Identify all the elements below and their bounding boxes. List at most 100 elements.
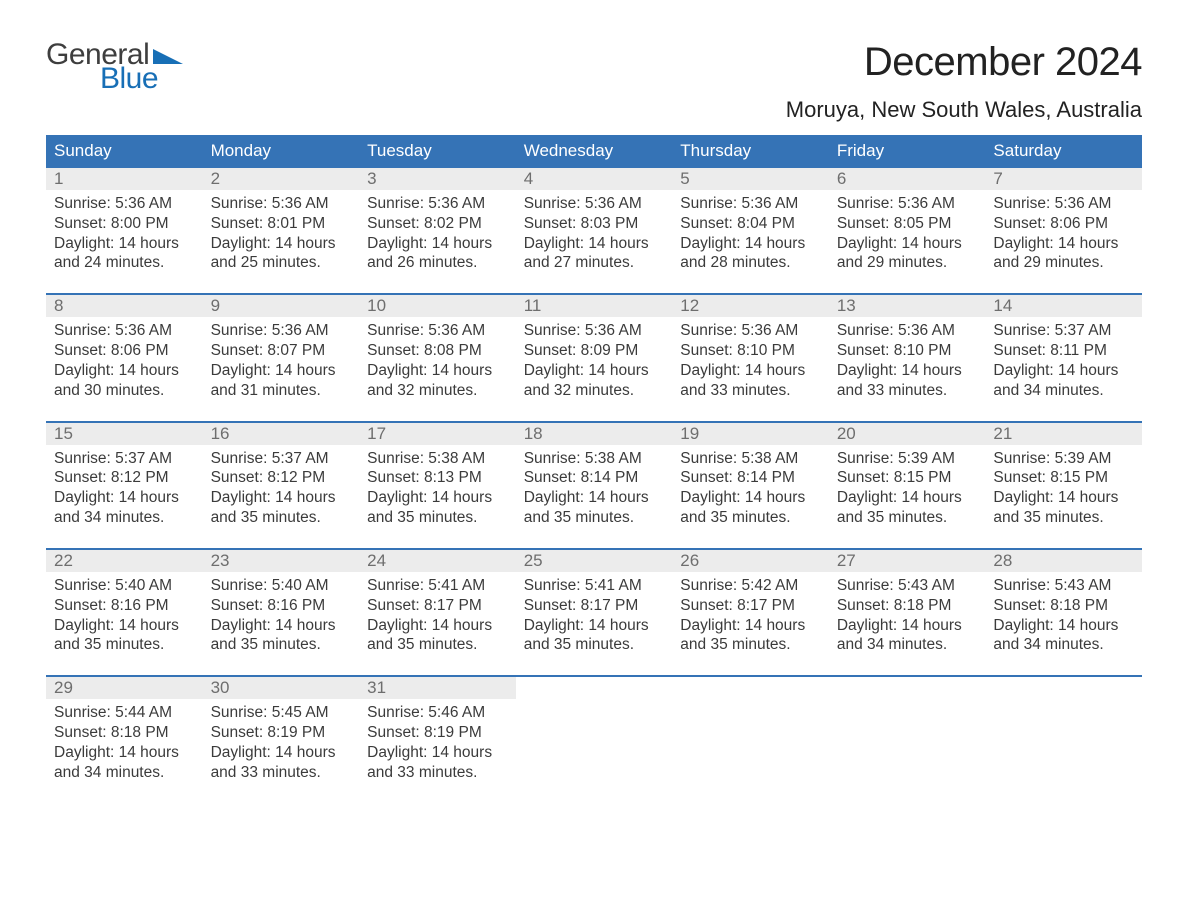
day-details: Sunrise: 5:36 AMSunset: 8:09 PMDaylight:… (524, 321, 665, 400)
day-number: 1 (46, 168, 203, 190)
day-details: Sunrise: 5:38 AMSunset: 8:13 PMDaylight:… (367, 449, 508, 528)
calendar-week: 8Sunrise: 5:36 AMSunset: 8:06 PMDaylight… (46, 293, 1142, 406)
day-number: 4 (516, 168, 673, 190)
weekday-header: Thursday (672, 135, 829, 168)
location-subtitle: Moruya, New South Wales, Australia (786, 97, 1142, 123)
day-number: 9 (203, 295, 360, 317)
weekday-header: Sunday (46, 135, 203, 168)
day-number: 30 (203, 677, 360, 699)
weekday-header: Wednesday (516, 135, 673, 168)
day-number: 16 (203, 423, 360, 445)
calendar: SundayMondayTuesdayWednesdayThursdayFrid… (46, 135, 1142, 789)
day-details: Sunrise: 5:38 AMSunset: 8:14 PMDaylight:… (680, 449, 821, 528)
day-number: 14 (985, 295, 1142, 317)
day-details: Sunrise: 5:46 AMSunset: 8:19 PMDaylight:… (367, 703, 508, 782)
calendar-day: 29 Sunrise: 5:44 AMSunset: 8:18 PMDayligh… (46, 677, 203, 788)
calendar-day: 23 Sunrise: 5:40 AMSunset: 8:16 PMDayligh… (203, 550, 360, 661)
calendar-day: 12Sunrise: 5:36 AMSunset: 8:10 PMDayligh… (672, 295, 829, 406)
day-details: Sunrise: 5:36 AMSunset: 8:06 PMDaylight:… (993, 194, 1134, 273)
calendar-week: 15Sunrise: 5:37 AMSunset: 8:12 PMDayligh… (46, 421, 1142, 534)
day-details: Sunrise: 5:36 AMSunset: 8:10 PMDaylight:… (837, 321, 978, 400)
calendar-day: . (985, 677, 1142, 788)
weekday-header: Saturday (985, 135, 1142, 168)
calendar-day: 7 Sunrise: 5:36 AMSunset: 8:06 PMDaylight… (985, 168, 1142, 279)
day-number: 25 (516, 550, 673, 572)
day-details: Sunrise: 5:36 AMSunset: 8:07 PMDaylight:… (211, 321, 352, 400)
day-number: 18 (516, 423, 673, 445)
calendar-week: 1 Sunrise: 5:36 AMSunset: 8:00 PMDaylight… (46, 168, 1142, 279)
day-number: 31 (359, 677, 516, 699)
day-details: Sunrise: 5:43 AMSunset: 8:18 PMDaylight:… (837, 576, 978, 655)
day-number: 27 (829, 550, 986, 572)
calendar-day: 18 Sunrise: 5:38 AMSunset: 8:14 PMDayligh… (516, 423, 673, 534)
calendar-day: 17Sunrise: 5:38 AMSunset: 8:13 PMDayligh… (359, 423, 516, 534)
calendar-day: 24 Sunrise: 5:41 AMSunset: 8:17 PMDayligh… (359, 550, 516, 661)
logo: General Blue (46, 40, 183, 94)
calendar-day: 5Sunrise: 5:36 AMSunset: 8:04 PMDaylight… (672, 168, 829, 279)
day-number: 8 (46, 295, 203, 317)
calendar-day: 6Sunrise: 5:36 AMSunset: 8:05 PMDaylight… (829, 168, 986, 279)
day-details: Sunrise: 5:41 AMSunset: 8:17 PMDaylight:… (367, 576, 508, 655)
calendar-day: . (829, 677, 986, 788)
calendar-day: . (672, 677, 829, 788)
day-number: 7 (985, 168, 1142, 190)
day-number: 10 (359, 295, 516, 317)
calendar-day: 13 Sunrise: 5:36 AMSunset: 8:10 PMDayligh… (829, 295, 986, 406)
day-details: Sunrise: 5:39 AMSunset: 8:15 PMDaylight:… (837, 449, 978, 528)
calendar-day: 16Sunrise: 5:37 AMSunset: 8:12 PMDayligh… (203, 423, 360, 534)
calendar-day: 14 Sunrise: 5:37 AMSunset: 8:11 PMDayligh… (985, 295, 1142, 406)
day-details: Sunrise: 5:45 AMSunset: 8:19 PMDaylight:… (211, 703, 352, 782)
calendar-day: 4 Sunrise: 5:36 AMSunset: 8:03 PMDaylight… (516, 168, 673, 279)
day-number: 19 (672, 423, 829, 445)
calendar-day: 3 Sunrise: 5:36 AMSunset: 8:02 PMDaylight… (359, 168, 516, 279)
day-number: 24 (359, 550, 516, 572)
day-details: Sunrise: 5:36 AMSunset: 8:02 PMDaylight:… (367, 194, 508, 273)
calendar-day: 27 Sunrise: 5:43 AMSunset: 8:18 PMDayligh… (829, 550, 986, 661)
day-number: 3 (359, 168, 516, 190)
day-number: 20 (829, 423, 986, 445)
calendar-day: 9 Sunrise: 5:36 AMSunset: 8:07 PMDaylight… (203, 295, 360, 406)
calendar-day: 25 Sunrise: 5:41 AMSunset: 8:17 PMDayligh… (516, 550, 673, 661)
day-details: Sunrise: 5:36 AMSunset: 8:03 PMDaylight:… (524, 194, 665, 273)
day-details: Sunrise: 5:36 AMSunset: 8:08 PMDaylight:… (367, 321, 508, 400)
day-number: 22 (46, 550, 203, 572)
calendar-day: 8Sunrise: 5:36 AMSunset: 8:06 PMDaylight… (46, 295, 203, 406)
day-details: Sunrise: 5:41 AMSunset: 8:17 PMDaylight:… (524, 576, 665, 655)
calendar-day: . (516, 677, 673, 788)
calendar-day: 20 Sunrise: 5:39 AMSunset: 8:15 PMDayligh… (829, 423, 986, 534)
day-number: 5 (672, 168, 829, 190)
day-details: Sunrise: 5:36 AMSunset: 8:05 PMDaylight:… (837, 194, 978, 273)
day-details: Sunrise: 5:36 AMSunset: 8:01 PMDaylight:… (211, 194, 352, 273)
day-details: Sunrise: 5:37 AMSunset: 8:11 PMDaylight:… (993, 321, 1134, 400)
logo-text-blue: Blue (100, 64, 183, 94)
day-details: Sunrise: 5:40 AMSunset: 8:16 PMDaylight:… (54, 576, 195, 655)
day-number: 21 (985, 423, 1142, 445)
calendar-day: 1 Sunrise: 5:36 AMSunset: 8:00 PMDaylight… (46, 168, 203, 279)
weekday-header: Friday (829, 135, 986, 168)
day-details: Sunrise: 5:43 AMSunset: 8:18 PMDaylight:… (993, 576, 1134, 655)
calendar-day: 30 Sunrise: 5:45 AMSunset: 8:19 PMDayligh… (203, 677, 360, 788)
day-details: Sunrise: 5:39 AMSunset: 8:15 PMDaylight:… (993, 449, 1134, 528)
calendar-day: 21 Sunrise: 5:39 AMSunset: 8:15 PMDayligh… (985, 423, 1142, 534)
day-number: 29 (46, 677, 203, 699)
calendar-day: 10 Sunrise: 5:36 AMSunset: 8:08 PMDayligh… (359, 295, 516, 406)
weekday-header: Monday (203, 135, 360, 168)
day-number: 2 (203, 168, 360, 190)
day-number: 13 (829, 295, 986, 317)
day-number: 28 (985, 550, 1142, 572)
day-details: Sunrise: 5:40 AMSunset: 8:16 PMDaylight:… (211, 576, 352, 655)
day-details: Sunrise: 5:37 AMSunset: 8:12 PMDaylight:… (54, 449, 195, 528)
calendar-day: 15Sunrise: 5:37 AMSunset: 8:12 PMDayligh… (46, 423, 203, 534)
day-details: Sunrise: 5:42 AMSunset: 8:17 PMDaylight:… (680, 576, 821, 655)
day-number: 26 (672, 550, 829, 572)
calendar-day: 2 Sunrise: 5:36 AMSunset: 8:01 PMDaylight… (203, 168, 360, 279)
calendar-day: 31 Sunrise: 5:46 AMSunset: 8:19 PMDayligh… (359, 677, 516, 788)
day-details: Sunrise: 5:36 AMSunset: 8:00 PMDaylight:… (54, 194, 195, 273)
calendar-day: 28 Sunrise: 5:43 AMSunset: 8:18 PMDayligh… (985, 550, 1142, 661)
day-number: 12 (672, 295, 829, 317)
calendar-day: 11Sunrise: 5:36 AMSunset: 8:09 PMDayligh… (516, 295, 673, 406)
day-number: 23 (203, 550, 360, 572)
day-details: Sunrise: 5:38 AMSunset: 8:14 PMDaylight:… (524, 449, 665, 528)
month-title: December 2024 (786, 40, 1142, 85)
day-details: Sunrise: 5:44 AMSunset: 8:18 PMDaylight:… (54, 703, 195, 782)
